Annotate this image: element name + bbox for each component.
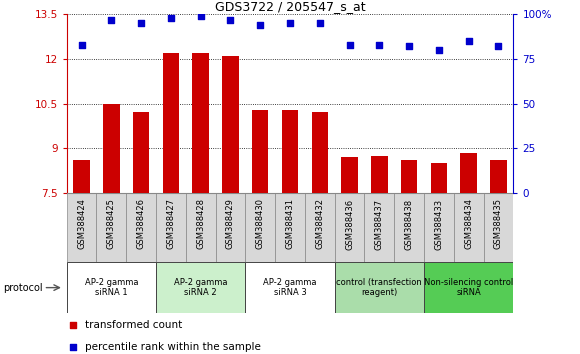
Point [69, 322, 78, 327]
Title: GDS3722 / 205547_s_at: GDS3722 / 205547_s_at [215, 0, 365, 13]
Point [77, 42, 86, 47]
Bar [252, 109, 269, 193]
Bar [364, 193, 394, 262]
Bar [424, 193, 454, 262]
Text: GSM388438: GSM388438 [405, 199, 414, 250]
Bar [126, 193, 156, 262]
Text: GSM388430: GSM388430 [256, 199, 264, 250]
Bar [371, 156, 387, 193]
Text: GSM388429: GSM388429 [226, 199, 235, 249]
Point [464, 38, 473, 44]
Bar [222, 56, 238, 193]
Text: GSM388436: GSM388436 [345, 199, 354, 250]
Text: GSM388432: GSM388432 [316, 199, 324, 250]
Bar [96, 193, 126, 262]
Bar [461, 153, 477, 193]
Text: GSM388433: GSM388433 [434, 199, 443, 250]
Point [136, 20, 146, 26]
Text: protocol: protocol [3, 282, 42, 293]
Bar [282, 109, 298, 193]
Bar [335, 193, 364, 262]
Point [196, 13, 205, 19]
Point [494, 44, 503, 49]
Bar [245, 262, 335, 313]
Bar [275, 193, 305, 262]
Bar [490, 160, 506, 193]
Text: Non-silencing control
siRNA: Non-silencing control siRNA [424, 278, 513, 297]
Text: AP-2 gamma
siRNA 2: AP-2 gamma siRNA 2 [174, 278, 227, 297]
Bar [305, 193, 335, 262]
Text: AP-2 gamma
siRNA 1: AP-2 gamma siRNA 1 [85, 278, 138, 297]
Text: GSM388427: GSM388427 [166, 199, 175, 250]
Bar [156, 193, 186, 262]
Bar [216, 193, 245, 262]
Text: percentile rank within the sample: percentile rank within the sample [85, 342, 260, 352]
Bar [484, 193, 513, 262]
Point [226, 17, 235, 22]
Text: GSM388426: GSM388426 [137, 199, 146, 250]
Point [315, 20, 324, 26]
Text: GSM388425: GSM388425 [107, 199, 116, 249]
Bar [133, 113, 149, 193]
Text: GSM388424: GSM388424 [77, 199, 86, 249]
Bar [245, 193, 275, 262]
Text: GSM388431: GSM388431 [285, 199, 295, 250]
Point [107, 17, 116, 22]
Bar [67, 193, 96, 262]
Text: AP-2 gamma
siRNA 3: AP-2 gamma siRNA 3 [263, 278, 317, 297]
Bar [401, 160, 417, 193]
Text: GSM388435: GSM388435 [494, 199, 503, 250]
Bar [311, 113, 328, 193]
Bar [431, 163, 447, 193]
Bar [394, 193, 424, 262]
Point [256, 22, 265, 28]
Bar [186, 193, 216, 262]
Bar [335, 262, 424, 313]
Bar [193, 53, 209, 193]
Bar [342, 157, 358, 193]
Bar [424, 262, 513, 313]
Point [375, 42, 384, 47]
Bar [454, 193, 484, 262]
Point [345, 42, 354, 47]
Bar [67, 262, 156, 313]
Text: control (transfection
reagent): control (transfection reagent) [336, 278, 422, 297]
Text: GSM388434: GSM388434 [464, 199, 473, 250]
Text: GSM388428: GSM388428 [196, 199, 205, 250]
Point [285, 20, 295, 26]
Bar [103, 104, 119, 193]
Text: GSM388437: GSM388437 [375, 199, 384, 250]
Bar [74, 160, 90, 193]
Point [434, 47, 444, 53]
Point [69, 344, 78, 349]
Point [166, 15, 176, 21]
Bar [163, 53, 179, 193]
Text: transformed count: transformed count [85, 320, 182, 330]
Point [404, 44, 414, 49]
Bar [156, 262, 245, 313]
